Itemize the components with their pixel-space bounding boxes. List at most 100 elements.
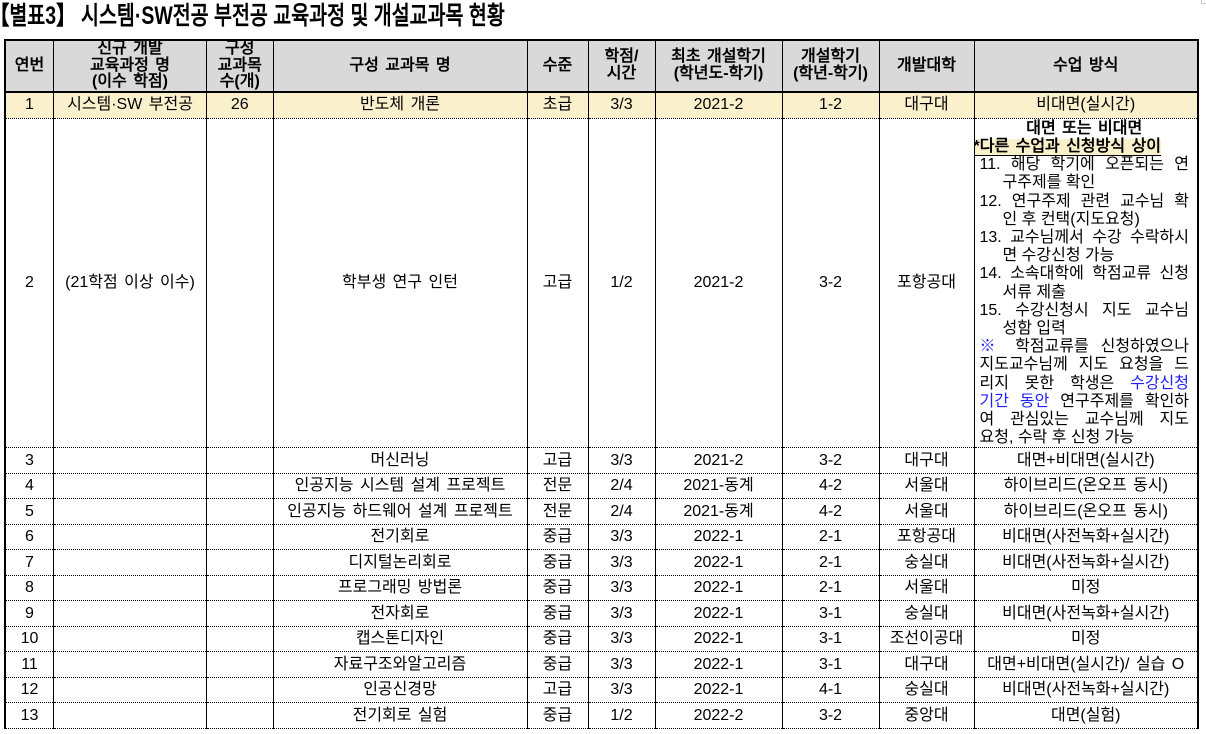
cell-no-row1: 1 [4, 91, 54, 119]
cell-course-row9: 전자회로 [272, 600, 528, 627]
cell-method-row8: 미정 [973, 574, 1199, 602]
cell-count-row1: 26 [206, 91, 274, 119]
method-line-9: 성함 입력 [980, 320, 1190, 338]
cell-method-row12: 비대면(사전녹화+실시간) [973, 676, 1199, 704]
cell-method-row13: 대면(실험) [973, 702, 1199, 729]
cell-count-row9 [206, 600, 274, 627]
table-row-1: 1 시스템·SW 부전공 26 반도체 개론 초급 3/3 2021-2 1-2 대구대 비대면(… [4, 91, 1199, 119]
table-header: 연번 신규 개발 교육과정 명 (이수 학점) 구성 교과목 수(개) 구성 교과목 … [4, 39, 1199, 93]
method-line-8: 15. 수강신청시 지도 교수님 [980, 302, 1190, 320]
cell-term-row1: 1-2 [781, 91, 880, 119]
header-program: 신규 개발 교육과정 명 (이수 학점) [53, 39, 207, 93]
cell-credit-row8: 3/3 [587, 574, 656, 602]
method-line-10-seg-0: ※ [979, 338, 1004, 356]
cell-course-row13: 전기회로 실험 [272, 702, 528, 729]
cell-credit-row1: 3/3 [587, 91, 656, 119]
cell-term-row3: 3-2 [781, 447, 880, 474]
cell-count-row3 [206, 447, 274, 474]
method-line-0-seg-0: 11. 해당 학기에 오픈되는 연 [979, 156, 1190, 174]
cell-method-row2: 대면 또는 비대면 *다른 수업과 신청방식 상이 11. 해당 학기에 오픈되는 … [973, 117, 1199, 449]
table-row-11: 11 자료구조와알고리즘 중급 3/3 2022-1 3-1 대구대 대면+비대면(실시간)/… [4, 651, 1199, 678]
method-subheading: *다른 수업과 신청방식 상이 [975, 138, 1189, 156]
cell-term-row12: 4-1 [781, 676, 880, 704]
header-no: 연번 [4, 39, 54, 93]
method-line-15: 요청, 수락 후 신청 가능 [980, 429, 1190, 447]
cell-level-row6: 중급 [526, 523, 589, 551]
cell-course-row6: 전기회로 [272, 523, 528, 551]
table-row-12: 12 인공신경망 고급 3/3 2022-1 4-1 숭실대 비대면(사전녹화+실시간) [4, 676, 1199, 704]
cell-course-row5: 인공지능 하드웨어 설계 프로젝트 [272, 498, 528, 525]
cell-program-row8 [53, 574, 207, 602]
cell-first_term-row4: 2021-동계 [654, 472, 783, 500]
cell-univ-row7: 숭실대 [878, 549, 975, 576]
cell-no-row13: 13 [4, 702, 54, 729]
cell-course-row10: 캡스톤디자인 [272, 625, 528, 653]
method-line-8-seg-0: 15. 수강신청시 지도 교수님 [979, 301, 1190, 319]
table-row-3: 3 머신러닝 고급 3/3 2021-2 3-2 대구대 대면+비대면(실시간) [4, 447, 1199, 474]
cell-program-row7 [53, 549, 207, 576]
cell-count-row8 [206, 574, 274, 602]
method-line-7-seg-0: 서류 제출 [1002, 283, 1066, 301]
method-line-13-seg-1: 연구주제를 확인하 [1049, 392, 1190, 410]
method-line-5: 면 수강신청 가능 [980, 247, 1190, 265]
cell-course-row2: 학부생 연구 인턴 [272, 117, 528, 449]
cell-level-row10: 중급 [526, 625, 589, 653]
cell-credit-row3: 3/3 [587, 447, 656, 474]
cell-credit-row11: 3/3 [587, 651, 656, 678]
cell-first_term-row9: 2022-1 [654, 600, 783, 627]
method-line-2-seg-0: 12. 연구주제 관련 교수님 확 [979, 192, 1190, 210]
cell-univ-row4: 서울대 [878, 472, 975, 500]
table-row-10: 10 캡스톤디자인 중급 3/3 2022-1 3-1 조선이공대 미정 [4, 625, 1199, 653]
method-line-13-seg-0: 기간 동안 [979, 392, 1050, 410]
cell-level-row2: 고급 [526, 117, 589, 449]
cell-no-row6: 6 [4, 523, 54, 551]
cell-first_term-row7: 2022-1 [654, 549, 783, 576]
cell-count-row10 [206, 625, 274, 653]
method-line-1: 구주제를 확인 [980, 174, 1190, 192]
cell-method-row10: 미정 [973, 625, 1199, 653]
cell-term-row10: 3-1 [781, 625, 880, 653]
cell-univ-row12: 숭실대 [878, 676, 975, 704]
header-method: 수업 방식 [973, 39, 1199, 93]
cell-level-row12: 고급 [526, 676, 589, 704]
table-row-9: 9 전자회로 중급 3/3 2022-1 3-1 숭실대 비대면(사전녹화+실시간) [4, 600, 1199, 627]
table-row-13: 13 전기회로 실험 중급 1/2 2022-2 3-2 중앙대 대면(실험) [4, 702, 1199, 729]
method-line-3: 인 후 컨택(지도요청) [980, 211, 1190, 229]
cell-course-row12: 인공신경망 [272, 676, 528, 704]
cell-count-row5 [206, 498, 274, 525]
cell-term-row9: 3-1 [781, 600, 880, 627]
cell-no-row10: 10 [4, 625, 54, 653]
method-line-12-seg-1: 수강신청 [1130, 374, 1189, 392]
cell-level-row13: 중급 [526, 702, 589, 729]
cell-method-row3: 대면+비대면(실시간) [973, 447, 1199, 474]
cell-univ-row5: 서울대 [878, 498, 975, 525]
page-title: 【별표3】 시스템·SW전공 부전공 교육과정 및 개설교과목 현황 [0, 2, 505, 30]
cell-count-row7 [206, 549, 274, 576]
cell-method-row6: 비대면(사전녹화+실시간) [973, 523, 1199, 551]
cell-method-row5: 하이브리드(온오프 동시) [973, 498, 1199, 525]
cell-level-row3: 고급 [526, 447, 589, 474]
cell-first_term-row1: 2021-2 [654, 91, 783, 119]
cell-no-row12: 12 [4, 676, 54, 704]
cell-credit-row6: 3/3 [587, 523, 656, 551]
cell-count-row4 [206, 472, 274, 500]
course-table: 연번 신규 개발 교육과정 명 (이수 학점) 구성 교과목 수(개) 구성 교과목 … [4, 39, 1199, 729]
table-row-4: 4 인공지능 시스템 설계 프로젝트 전문 2/4 2021-동계 4-2 서울대 하이브리드… [4, 472, 1199, 500]
cell-no-row2: 2 [4, 117, 54, 449]
cell-method-row1: 비대면(실시간) [973, 91, 1199, 119]
cell-univ-row10: 조선이공대 [878, 625, 975, 653]
cell-program-row5 [53, 498, 207, 525]
cell-count-row2 [206, 117, 274, 449]
cell-course-row4: 인공지능 시스템 설계 프로젝트 [272, 472, 528, 500]
cell-no-row3: 3 [4, 447, 54, 474]
table-row-7: 7 디지털논리회로 중급 3/3 2022-1 2-1 숭실대 비대면(사전녹화+실시간) [4, 549, 1199, 576]
method-line-13: 기간 동안 연구주제를 확인하 [980, 393, 1190, 411]
cell-no-row11: 11 [4, 651, 54, 678]
cell-univ-row6: 포항공대 [878, 523, 975, 551]
method-line-6: 14. 소속대학에 학점교류 신청 [980, 265, 1190, 283]
cell-no-row4: 4 [4, 472, 54, 500]
cell-course-row11: 자료구조와알고리즘 [272, 651, 528, 678]
cell-no-row5: 5 [4, 498, 54, 525]
method-line-10: ※ 학점교류를 신청하였으나 [980, 338, 1190, 356]
cell-first_term-row5: 2021-동계 [654, 498, 783, 525]
